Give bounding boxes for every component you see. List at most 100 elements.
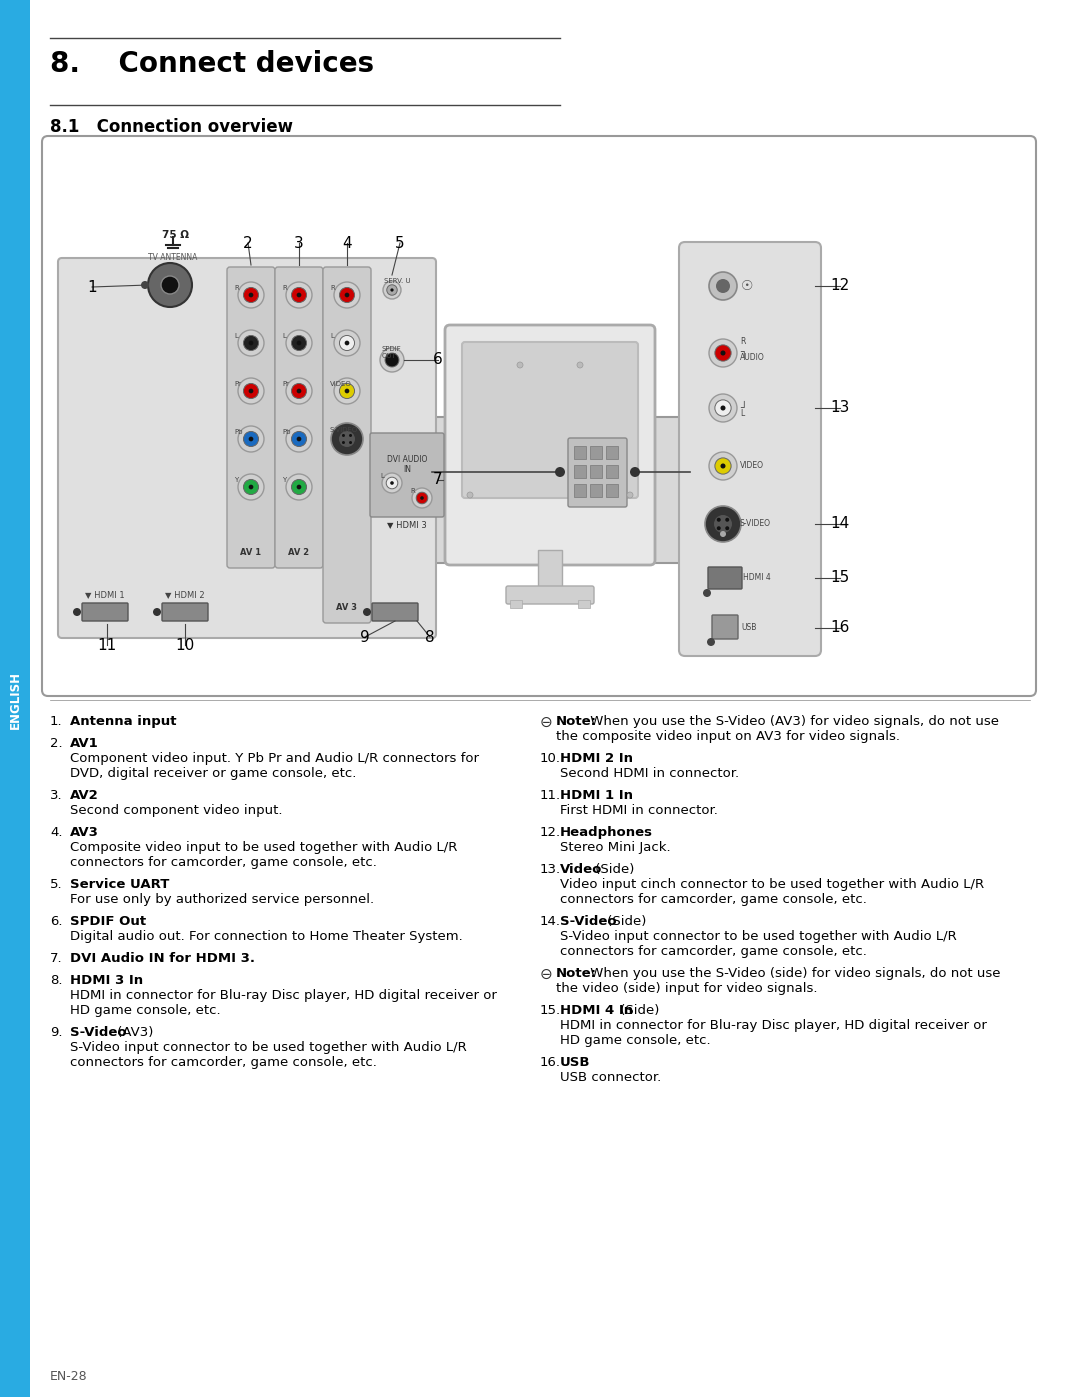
Text: USB connector.: USB connector. bbox=[561, 1071, 661, 1084]
Circle shape bbox=[292, 432, 307, 447]
Circle shape bbox=[334, 379, 360, 404]
Text: 10: 10 bbox=[175, 637, 194, 652]
Circle shape bbox=[73, 608, 81, 616]
Bar bbox=[606, 483, 618, 497]
Text: HD game console, etc.: HD game console, etc. bbox=[561, 1034, 711, 1046]
Text: ▼ HDMI 2: ▼ HDMI 2 bbox=[165, 590, 205, 599]
Circle shape bbox=[243, 479, 258, 495]
Circle shape bbox=[292, 479, 307, 495]
Circle shape bbox=[297, 388, 301, 394]
Text: S-VIDEO: S-VIDEO bbox=[330, 427, 359, 433]
Text: Service UART: Service UART bbox=[70, 877, 170, 891]
Text: Note:: Note: bbox=[556, 967, 597, 981]
Text: 6.: 6. bbox=[50, 915, 63, 928]
Text: S-VIDEO: S-VIDEO bbox=[740, 520, 771, 528]
Text: AV3: AV3 bbox=[70, 826, 99, 840]
Text: Digital audio out. For connection to Home Theater System.: Digital audio out. For connection to Hom… bbox=[70, 930, 462, 943]
Text: L: L bbox=[740, 408, 744, 418]
Text: Note:: Note: bbox=[556, 715, 597, 728]
Circle shape bbox=[411, 488, 432, 509]
Text: S-Video input connector to be used together with Audio L/R: S-Video input connector to be used toget… bbox=[70, 1041, 467, 1053]
Circle shape bbox=[726, 527, 729, 531]
Circle shape bbox=[342, 434, 345, 437]
Circle shape bbox=[714, 515, 732, 534]
Text: HDMI 3 In: HDMI 3 In bbox=[70, 974, 144, 988]
Circle shape bbox=[715, 458, 731, 474]
Text: 7: 7 bbox=[433, 472, 443, 488]
Text: L: L bbox=[282, 332, 286, 339]
Text: SERV. U: SERV. U bbox=[384, 278, 410, 284]
Circle shape bbox=[716, 279, 730, 293]
Circle shape bbox=[467, 492, 473, 497]
Text: ▼ HDMI 1: ▼ HDMI 1 bbox=[85, 590, 125, 599]
Text: 6: 6 bbox=[433, 352, 443, 367]
Circle shape bbox=[382, 474, 402, 493]
Text: 13: 13 bbox=[831, 401, 850, 415]
Text: 14.: 14. bbox=[540, 915, 561, 928]
Text: Pr: Pr bbox=[234, 381, 241, 387]
FancyBboxPatch shape bbox=[679, 242, 821, 657]
Circle shape bbox=[238, 474, 264, 500]
Circle shape bbox=[416, 492, 428, 504]
Circle shape bbox=[717, 527, 720, 531]
Text: AV 3: AV 3 bbox=[337, 604, 357, 612]
Circle shape bbox=[297, 437, 301, 441]
Text: 16: 16 bbox=[831, 620, 850, 636]
Text: 1: 1 bbox=[87, 279, 97, 295]
Text: Component video input. Y Pb Pr and Audio L/R connectors for: Component video input. Y Pb Pr and Audio… bbox=[70, 752, 480, 766]
Bar bbox=[590, 465, 602, 478]
Bar bbox=[573, 446, 586, 460]
Text: 11: 11 bbox=[97, 637, 117, 652]
FancyBboxPatch shape bbox=[708, 567, 742, 590]
Text: 2.: 2. bbox=[50, 738, 63, 750]
Circle shape bbox=[292, 288, 307, 303]
FancyBboxPatch shape bbox=[162, 604, 208, 622]
Circle shape bbox=[339, 288, 354, 303]
Circle shape bbox=[390, 288, 393, 292]
Bar bbox=[510, 599, 522, 608]
Circle shape bbox=[720, 351, 726, 355]
Text: 14: 14 bbox=[831, 517, 850, 531]
Circle shape bbox=[238, 330, 264, 356]
Circle shape bbox=[708, 453, 737, 481]
Circle shape bbox=[715, 345, 731, 360]
Circle shape bbox=[243, 432, 258, 447]
Text: AV 2: AV 2 bbox=[288, 548, 310, 557]
Text: S-Video: S-Video bbox=[561, 915, 617, 928]
Circle shape bbox=[286, 282, 312, 307]
Circle shape bbox=[717, 518, 720, 521]
Text: 9.: 9. bbox=[50, 1025, 63, 1039]
Circle shape bbox=[339, 383, 354, 398]
Circle shape bbox=[705, 506, 741, 542]
Text: connectors for camcorder, game console, etc.: connectors for camcorder, game console, … bbox=[561, 893, 867, 907]
Text: Y: Y bbox=[282, 476, 286, 483]
Circle shape bbox=[339, 335, 354, 351]
Text: 5.: 5. bbox=[50, 877, 63, 891]
Text: When you use the S-Video (AV3) for video signals, do not use: When you use the S-Video (AV3) for video… bbox=[586, 715, 999, 728]
Text: DVD, digital receiver or game console, etc.: DVD, digital receiver or game console, e… bbox=[70, 767, 356, 780]
Text: AUDIO: AUDIO bbox=[740, 353, 765, 362]
Circle shape bbox=[339, 432, 355, 447]
FancyBboxPatch shape bbox=[568, 439, 627, 507]
FancyBboxPatch shape bbox=[275, 267, 323, 569]
Text: S-Video input connector to be used together with Audio L/R: S-Video input connector to be used toget… bbox=[561, 930, 957, 943]
Text: 75 Ω: 75 Ω bbox=[162, 231, 189, 240]
FancyBboxPatch shape bbox=[372, 604, 418, 622]
Text: Second component video input.: Second component video input. bbox=[70, 805, 283, 817]
Circle shape bbox=[720, 531, 726, 536]
Text: AV1: AV1 bbox=[70, 738, 98, 750]
Text: Pb: Pb bbox=[234, 429, 243, 434]
Text: DVI Audio IN for HDMI 3.: DVI Audio IN for HDMI 3. bbox=[70, 951, 255, 965]
Text: Video: Video bbox=[561, 863, 603, 876]
Circle shape bbox=[363, 608, 372, 616]
Circle shape bbox=[420, 496, 423, 500]
Circle shape bbox=[153, 608, 161, 616]
Bar bbox=[590, 446, 602, 460]
Circle shape bbox=[720, 405, 726, 411]
Text: ⊖: ⊖ bbox=[540, 715, 553, 731]
Circle shape bbox=[243, 383, 258, 398]
Text: USB: USB bbox=[561, 1056, 591, 1069]
Text: For use only by authorized service personnel.: For use only by authorized service perso… bbox=[70, 893, 374, 907]
Circle shape bbox=[297, 341, 301, 345]
Circle shape bbox=[720, 464, 726, 468]
